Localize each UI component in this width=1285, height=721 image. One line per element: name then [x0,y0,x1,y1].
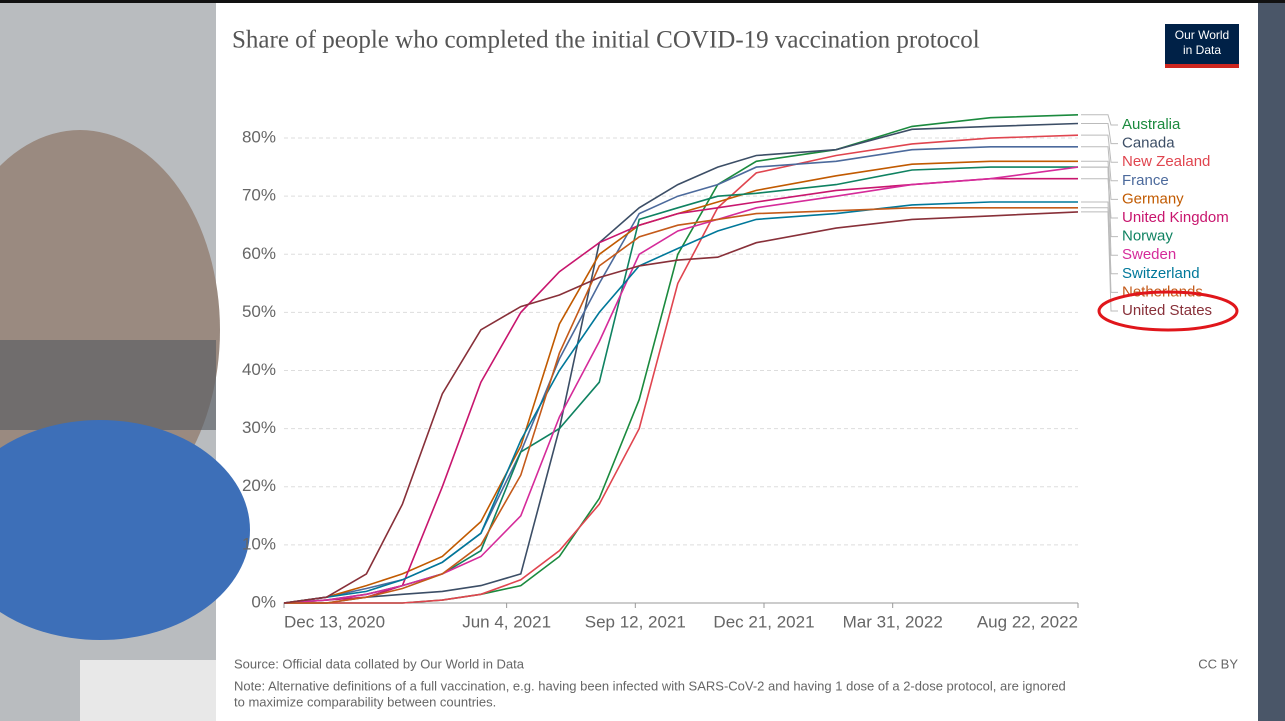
note: to maximize comparability between countr… [234,694,496,709]
legend-label: United Kingdom [1122,209,1229,226]
visor [0,340,216,430]
series-line [283,177,1078,604]
y-tick-label: 30% [242,418,276,437]
y-tick-label: 80% [242,128,276,147]
y-tick-label: 60% [242,244,276,263]
y-tick-label: 20% [242,476,276,495]
x-tick-label: Mar 31, 2022 [843,612,943,631]
source: Source: Official data collated by Our Wo… [234,656,525,671]
y-tick-label: 70% [242,186,276,205]
glove [80,660,216,721]
photo [0,0,250,721]
legend-connector [1081,123,1118,145]
series-line [284,134,1079,604]
legend-label: Germany [1122,190,1184,207]
chart-title: Share of people who completed the initia… [232,27,980,54]
logo-bar [1165,64,1239,68]
highlight-ellipse [1097,290,1239,332]
legend-label: United States [1122,302,1212,319]
legend-label: Sweden [1122,246,1176,263]
x-tick-label: Jun 4, 2021 [462,612,551,631]
legend-label: Australia [1122,116,1181,133]
series-line [283,160,1078,604]
series-line [284,207,1078,604]
legend-connector [1081,134,1118,163]
y-tick-label: 0% [251,592,276,611]
legend-connector [1081,146,1118,182]
x-tick-label: Dec 21, 2021 [713,612,814,631]
legend-label: France [1122,172,1169,189]
x-tick-label: Sep 12, 2021 [585,612,686,631]
x-tick-label: Aug 22, 2022 [977,612,1078,631]
legend-label: Canada [1122,135,1175,152]
note: Note: Alternative definitions of a full … [234,678,1066,693]
legend-label: Switzerland [1122,265,1200,282]
y-tick-label: 50% [242,302,276,321]
legend-connector [1081,211,1118,312]
logo-box [1165,24,1239,68]
series-line [283,201,1078,604]
plot: 0% 10% 20% 30% 40% 50% 60% 70% 80% Dec 13, 2020 Ju… [242,114,1229,631]
legend-connector [1081,114,1118,126]
logo-text: Our World [1175,28,1229,42]
top-border [0,0,1285,3]
legend-label: Norway [1122,228,1173,245]
legend-connector [1081,166,1118,256]
logo-text: in Data [1183,43,1221,57]
series-line [283,166,1079,604]
y-tick-label: 40% [242,360,276,379]
mask [0,420,250,640]
side-strip [1258,0,1285,721]
series-line [283,146,1078,604]
legend-connector [1081,160,1118,200]
x-tick-label: Dec 13, 2020 [284,612,385,631]
series-line [283,211,1079,604]
license: CC BY [1198,656,1238,671]
y-tick-label: 10% [242,534,276,553]
legend-label: New Zealand [1122,153,1210,170]
